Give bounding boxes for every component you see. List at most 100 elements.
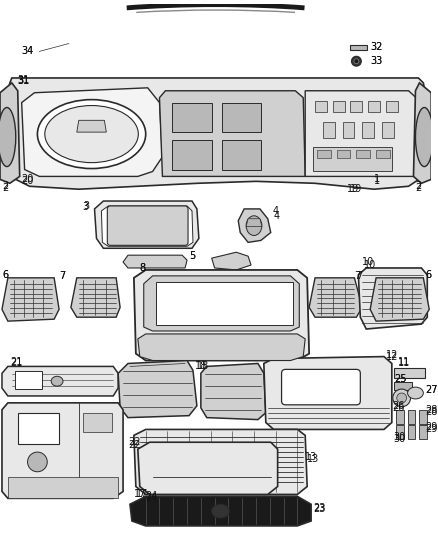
Polygon shape: [21, 88, 162, 176]
Text: 26: 26: [392, 403, 404, 413]
Bar: [394, 368, 425, 378]
Polygon shape: [238, 209, 271, 243]
Bar: [350, 101, 362, 112]
Polygon shape: [2, 366, 118, 396]
Polygon shape: [77, 120, 106, 132]
Polygon shape: [370, 278, 429, 321]
Text: 3: 3: [83, 202, 89, 212]
Bar: [155, 282, 293, 325]
Bar: [350, 45, 367, 51]
Ellipse shape: [45, 106, 138, 163]
Bar: [313, 147, 392, 172]
Polygon shape: [159, 91, 305, 176]
Text: 34: 34: [21, 46, 34, 56]
Text: 28: 28: [425, 407, 438, 417]
Ellipse shape: [246, 216, 262, 236]
Bar: [396, 425, 404, 439]
Polygon shape: [134, 270, 309, 360]
Text: 17: 17: [134, 489, 146, 499]
Text: 18: 18: [195, 361, 207, 372]
Text: 30: 30: [394, 432, 406, 442]
Text: 2: 2: [416, 183, 422, 193]
Polygon shape: [144, 276, 299, 331]
Polygon shape: [264, 357, 392, 430]
Text: 6: 6: [425, 270, 431, 280]
Text: 28: 28: [425, 405, 438, 415]
Polygon shape: [8, 477, 118, 498]
Bar: [408, 425, 416, 439]
Polygon shape: [2, 278, 59, 321]
Ellipse shape: [0, 108, 16, 167]
Text: 18: 18: [197, 361, 209, 372]
Ellipse shape: [37, 100, 146, 168]
Text: 31: 31: [18, 76, 30, 86]
Polygon shape: [305, 91, 421, 176]
Text: 6: 6: [425, 270, 431, 280]
Bar: [317, 150, 331, 158]
Ellipse shape: [51, 376, 63, 386]
Ellipse shape: [354, 59, 359, 63]
Polygon shape: [138, 442, 278, 495]
Ellipse shape: [393, 389, 410, 407]
Text: 34: 34: [21, 46, 34, 56]
Bar: [408, 410, 416, 424]
Bar: [83, 413, 112, 432]
Text: 22: 22: [128, 437, 141, 447]
Polygon shape: [138, 334, 305, 360]
Polygon shape: [95, 201, 199, 248]
Polygon shape: [118, 360, 197, 418]
Polygon shape: [134, 430, 307, 495]
Bar: [420, 410, 427, 424]
Text: 22: 22: [128, 440, 141, 450]
FancyBboxPatch shape: [282, 369, 360, 405]
Text: 10: 10: [364, 260, 377, 270]
Bar: [368, 101, 380, 112]
Polygon shape: [102, 206, 193, 246]
Text: 13: 13: [307, 454, 319, 464]
Ellipse shape: [416, 108, 433, 167]
Text: 12: 12: [386, 350, 398, 360]
Polygon shape: [138, 496, 303, 521]
Text: 1: 1: [374, 176, 380, 187]
Text: 2: 2: [2, 183, 8, 193]
Text: 17: 17: [136, 489, 148, 499]
Text: 23: 23: [313, 504, 325, 514]
Ellipse shape: [408, 387, 424, 399]
Text: 31: 31: [18, 75, 30, 85]
Text: 32: 32: [370, 43, 382, 52]
Text: 6: 6: [2, 270, 8, 280]
Bar: [396, 410, 404, 424]
Text: 7: 7: [59, 271, 65, 281]
Text: 5: 5: [189, 251, 195, 261]
Text: 7: 7: [59, 271, 65, 281]
Text: 3: 3: [84, 201, 90, 211]
Polygon shape: [222, 102, 261, 132]
Ellipse shape: [28, 452, 47, 472]
Text: 27: 27: [425, 385, 438, 395]
Text: 33: 33: [370, 56, 382, 66]
Ellipse shape: [351, 56, 361, 66]
Text: 1: 1: [374, 174, 380, 184]
Text: 31: 31: [18, 76, 30, 86]
Text: 19: 19: [350, 184, 362, 194]
Text: 30: 30: [394, 434, 406, 445]
Polygon shape: [0, 83, 20, 183]
Bar: [362, 122, 374, 138]
Polygon shape: [222, 140, 261, 169]
Bar: [343, 122, 354, 138]
Text: 4: 4: [273, 206, 279, 216]
Text: 11: 11: [398, 357, 410, 367]
Text: 25: 25: [394, 374, 406, 384]
Text: 20: 20: [21, 174, 34, 184]
Text: 29: 29: [425, 423, 438, 432]
Text: 25: 25: [394, 374, 406, 384]
Text: 21: 21: [10, 357, 22, 367]
Polygon shape: [212, 252, 251, 270]
Polygon shape: [172, 102, 212, 132]
Text: 11: 11: [398, 359, 410, 368]
Text: 10: 10: [362, 257, 374, 267]
Text: 32: 32: [370, 43, 382, 52]
Bar: [386, 101, 398, 112]
Polygon shape: [123, 255, 187, 268]
Bar: [18, 413, 59, 444]
